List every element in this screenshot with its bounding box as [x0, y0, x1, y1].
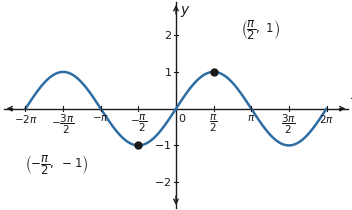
Text: $\left(-\dfrac{\pi}{2},\ -1\right)$: $\left(-\dfrac{\pi}{2},\ -1\right)$: [25, 154, 88, 177]
Text: $0$: $0$: [178, 112, 187, 124]
Text: $\pi$: $\pi$: [247, 113, 256, 123]
Text: $-2$: $-2$: [155, 176, 172, 188]
Text: $-\dfrac{\pi}{2}$: $-\dfrac{\pi}{2}$: [130, 113, 147, 134]
Text: $\left(\dfrac{\pi}{2},\ 1\right)$: $\left(\dfrac{\pi}{2},\ 1\right)$: [241, 18, 280, 42]
Text: $x$: $x$: [350, 88, 352, 102]
Text: $y$: $y$: [180, 4, 191, 19]
Text: $-2\pi$: $-2\pi$: [14, 113, 37, 125]
Text: $2\pi$: $2\pi$: [319, 113, 334, 125]
Text: $-\dfrac{3\pi}{2}$: $-\dfrac{3\pi}{2}$: [51, 113, 75, 136]
Text: $\dfrac{\pi}{2}$: $\dfrac{\pi}{2}$: [209, 113, 218, 134]
Text: $-\pi$: $-\pi$: [92, 113, 109, 123]
Text: $-1$: $-1$: [155, 139, 172, 151]
Text: $1$: $1$: [164, 66, 172, 78]
Text: $2$: $2$: [164, 29, 172, 41]
Text: $\dfrac{3\pi}{2}$: $\dfrac{3\pi}{2}$: [281, 113, 296, 136]
